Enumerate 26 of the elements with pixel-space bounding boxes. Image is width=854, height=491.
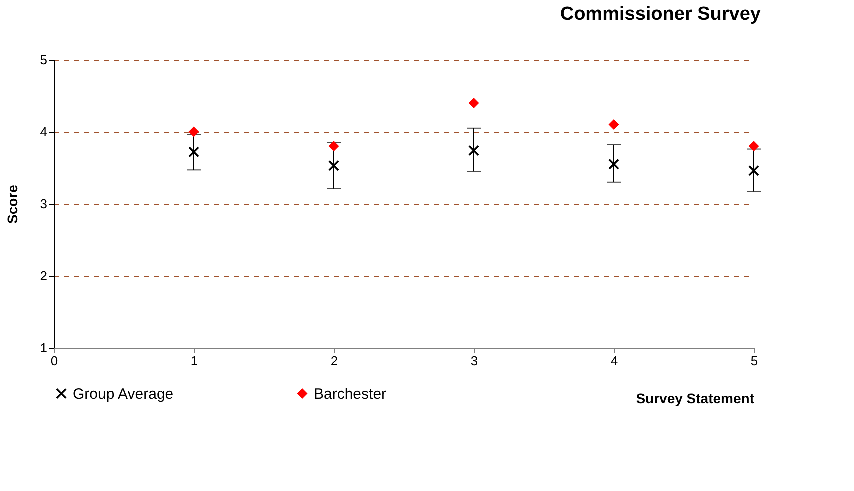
x-tick-label: 1 [190, 354, 198, 368]
point [748, 141, 760, 152]
x-axis-title: Survey Statement [636, 390, 755, 406]
y-tick-label: 1 [40, 340, 48, 356]
point [328, 160, 340, 172]
y-tick-label: 2 [40, 268, 48, 284]
x-tick-label: 0 [50, 354, 58, 368]
point [608, 120, 620, 130]
point [748, 166, 760, 176]
point [328, 141, 340, 152]
x-tick-label: 4 [610, 354, 618, 368]
y-tick-label: 3 [40, 196, 48, 212]
point [608, 159, 620, 170]
x-tick-label: 5 [750, 354, 758, 368]
legend-label: Group Average [73, 386, 174, 403]
y-axis-title: Score [4, 184, 20, 224]
point [188, 126, 200, 138]
point [468, 98, 480, 108]
chart-title: Commissioner Survey [560, 4, 762, 25]
legend-label: Barchester [314, 386, 387, 403]
point [188, 146, 200, 158]
y-tick-label: 4 [40, 124, 48, 140]
x-tick-label: 3 [470, 354, 478, 368]
y-tick-label: 5 [40, 52, 48, 68]
x-tick-label: 2 [330, 354, 338, 368]
point [468, 145, 480, 156]
